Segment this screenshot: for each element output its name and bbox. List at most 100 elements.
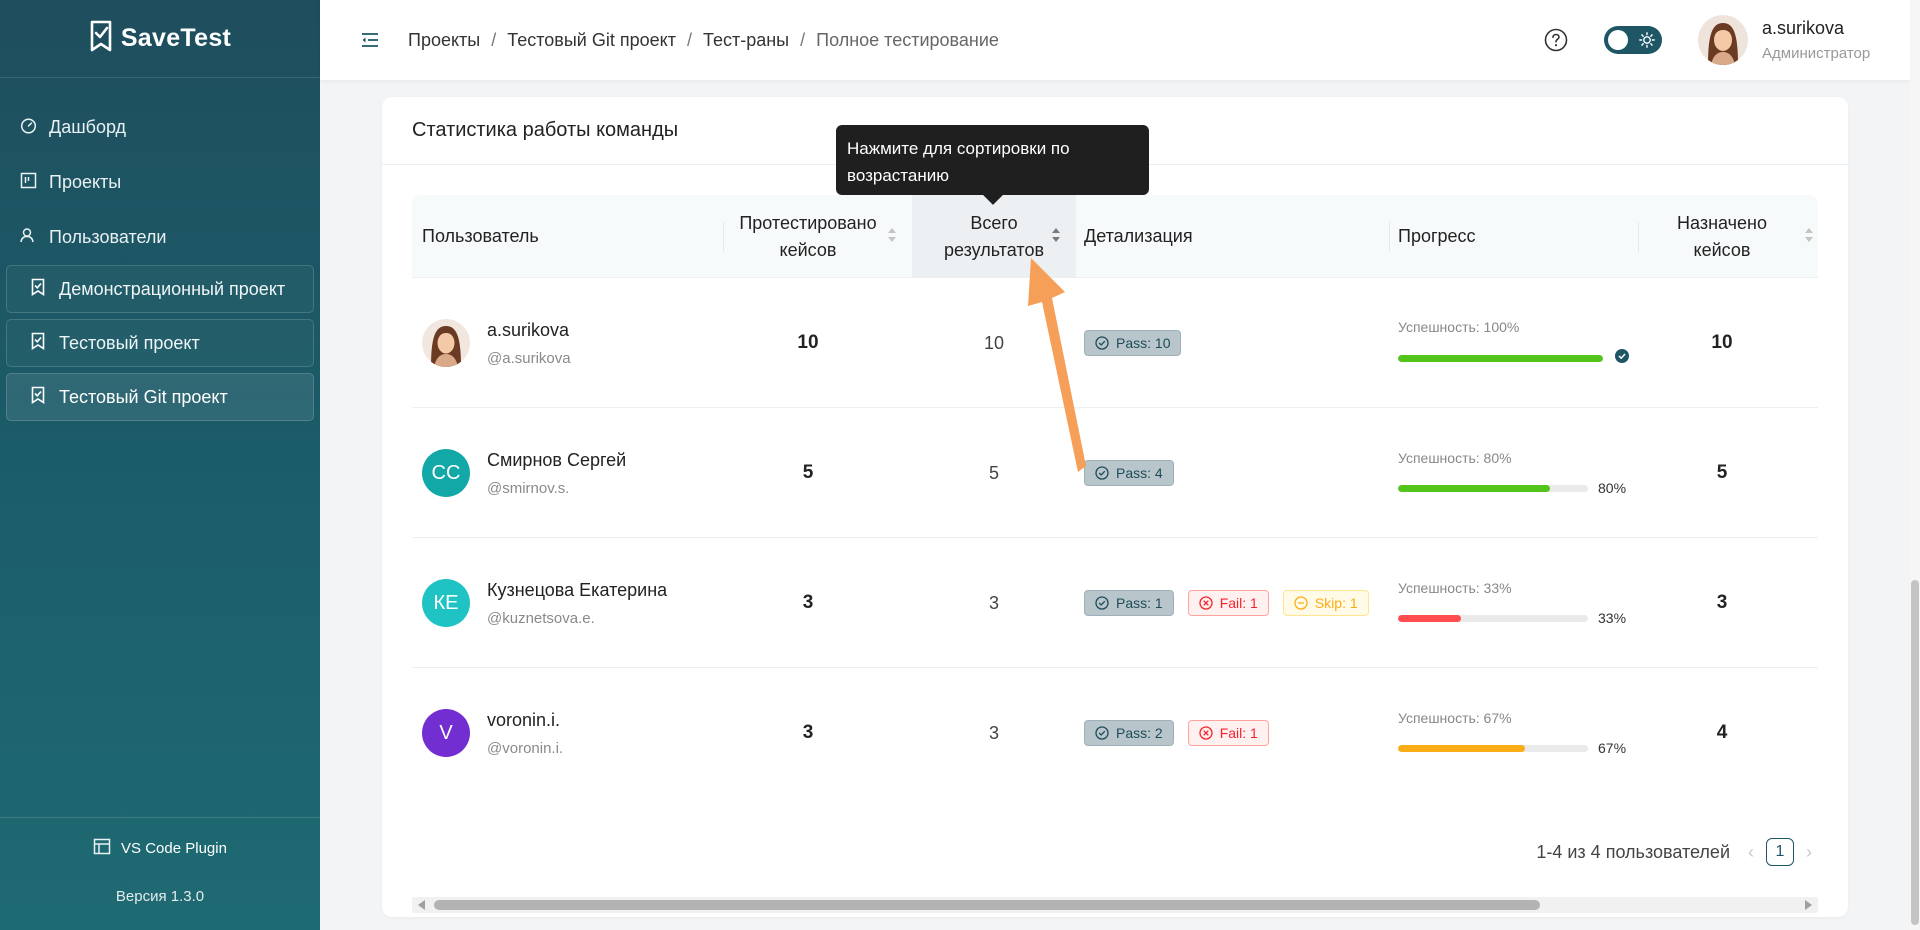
nav-item-projects[interactable]: Проекты	[0, 155, 320, 210]
user-login: @smirnov.s.	[487, 479, 570, 497]
column-assigned[interactable]: Назначено кейсов	[1644, 195, 1800, 278]
table-scrollbar-thumb[interactable]	[434, 900, 1540, 910]
pass-tag-label: Pass: 1	[1116, 595, 1163, 611]
tested-count: 10	[797, 332, 819, 353]
tested-cell: 10	[724, 278, 892, 408]
avatar	[422, 319, 470, 367]
tested-cell: 3	[724, 668, 892, 798]
column-total-line2: результатов	[943, 239, 1045, 260]
table-row[interactable]: КЕ Кузнецова Екатерина @kuznetsova.e. 3 …	[412, 538, 1818, 668]
user-cell: V voronin.i. @voronin.i.	[422, 668, 563, 798]
progress-bar: 67%	[1398, 740, 1626, 756]
sort-icon[interactable]	[887, 225, 897, 245]
table-row[interactable]: a.surikova @a.surikova 10 10 Pass: 10 Ус…	[412, 278, 1818, 408]
help-icon[interactable]	[1543, 27, 1569, 53]
progress-cell: Успешность: 33% 33%	[1398, 538, 1626, 668]
minus-circle-icon	[1294, 596, 1308, 610]
project-item-label: Тестовый проект	[59, 332, 200, 353]
page-scrollbar-thumb[interactable]	[1911, 580, 1919, 925]
user-name: voronin.i.	[487, 709, 561, 730]
progress-percent: 33%	[1598, 610, 1627, 626]
progress-track	[1398, 744, 1588, 752]
progress-fill	[1398, 744, 1526, 752]
breadcrumb-item-current: Полное тестирование	[816, 29, 999, 50]
sort-icon[interactable]	[1051, 225, 1061, 245]
column-tested-line2: кейсов	[779, 239, 837, 260]
nav-item-dashboard[interactable]: Дашборд	[0, 100, 320, 155]
breadcrumb-item-projects[interactable]: Проекты	[408, 29, 481, 50]
fail-tag-label: Fail: 1	[1219, 595, 1258, 611]
plugin-icon	[93, 838, 111, 859]
breadcrumb-item-testruns[interactable]: Тест-раны	[702, 29, 790, 50]
nav-item-label: Дашборд	[49, 117, 127, 137]
pass-tag-label: Pass: 4	[1116, 465, 1163, 481]
assigned-cell: 5	[1644, 408, 1800, 538]
next-page-icon[interactable]: ›	[1806, 841, 1812, 862]
table-horizontal-scrollbar[interactable]	[412, 897, 1818, 913]
table-row[interactable]: СС Смирнов Сергей @smirnov.s. 5 5 Pass: …	[412, 408, 1818, 538]
check-circle-icon	[1095, 466, 1109, 480]
column-total[interactable]: Всего результатов	[912, 195, 1076, 278]
progress-label: Успешность: 67%	[1398, 710, 1512, 726]
assigned-count: 5	[1716, 462, 1728, 483]
scroll-right-icon[interactable]	[1805, 900, 1812, 910]
user-login: @voronin.i.	[487, 739, 564, 757]
tested-count: 5	[802, 462, 814, 483]
user-text: a.surikova @a.surikova	[487, 320, 571, 367]
vscode-plugin-link[interactable]: VS Code Plugin	[0, 820, 320, 876]
project-item-label: Демонстрационный проект	[59, 278, 286, 299]
progress-label: Успешность: 100%	[1398, 318, 1520, 335]
pagination-summary: 1-4 из 4 пользователей	[1536, 841, 1730, 862]
main-nav: Дашборд Проекты Пользователи Демонстраци…	[0, 78, 320, 421]
details-cell: Pass: 10	[1084, 278, 1195, 408]
total-cell: 3	[912, 538, 1076, 668]
nav-item-label: Проекты	[49, 172, 122, 192]
user-name: a.surikova	[487, 319, 570, 340]
menu-collapse-icon[interactable]	[358, 28, 382, 52]
sort-icon[interactable]	[1804, 225, 1814, 245]
avatar: СС	[422, 449, 470, 497]
page-scrollbar[interactable]	[1910, 0, 1920, 930]
project-icon	[31, 386, 45, 409]
user-cell: КЕ Кузнецова Екатерина @kuznetsova.e.	[422, 538, 667, 668]
assigned-cell: 4	[1644, 668, 1800, 798]
progress-fill	[1398, 484, 1550, 492]
project-item-git[interactable]: Тестовый Git проект	[6, 373, 314, 421]
user-login: @a.surikova	[487, 349, 571, 367]
column-divider	[1638, 222, 1639, 252]
scroll-left-icon[interactable]	[418, 900, 425, 910]
page-button-1[interactable]: 1	[1766, 838, 1794, 866]
progress-cell: Успешность: 67% 67%	[1398, 668, 1626, 798]
column-tested[interactable]: Протестировано кейсов	[724, 195, 892, 278]
user-avatar[interactable]	[1698, 15, 1748, 65]
table-row[interactable]: V voronin.i. @voronin.i. 3 3 Pass: 2 Fai…	[412, 668, 1818, 793]
progress-label: Успешность: 33%	[1398, 580, 1512, 596]
project-item-demo[interactable]: Демонстрационный проект	[6, 265, 314, 313]
user-text: voronin.i. @voronin.i.	[487, 710, 563, 757]
breadcrumb-separator: /	[686, 29, 692, 50]
projects-icon	[20, 172, 37, 194]
column-assigned-line1: Назначено	[1677, 212, 1767, 233]
breadcrumb-item-project[interactable]: Тестовый Git проект	[507, 29, 676, 50]
progress-bar: 80%	[1398, 480, 1626, 496]
column-assigned-line2: кейсов	[1693, 239, 1751, 260]
column-total-line1: Всего	[970, 212, 1018, 233]
fail-tag: Fail: 1	[1187, 720, 1269, 746]
skip-tag: Skip: 1	[1282, 590, 1369, 616]
tested-count: 3	[802, 592, 814, 613]
nav-item-users[interactable]: Пользователи	[0, 210, 320, 265]
details-cell: Pass: 4	[1084, 408, 1188, 538]
logo[interactable]: SaveTest	[0, 0, 320, 78]
avatar: V	[422, 709, 470, 757]
theme-toggle[interactable]	[1604, 26, 1662, 54]
progress-label: Успешность: 80%	[1398, 450, 1512, 466]
user-name: Кузнецова Екатерина	[487, 579, 668, 600]
avatar: КЕ	[422, 579, 470, 627]
progress-fill	[1398, 354, 1603, 362]
fail-tag: Fail: 1	[1187, 590, 1269, 616]
user-info[interactable]: a.surikova Администратор	[1762, 18, 1880, 62]
project-item-test[interactable]: Тестовый проект	[6, 319, 314, 367]
prev-page-icon[interactable]: ‹	[1748, 841, 1754, 862]
users-icon	[20, 227, 37, 249]
progress-percent: 67%	[1598, 740, 1627, 756]
